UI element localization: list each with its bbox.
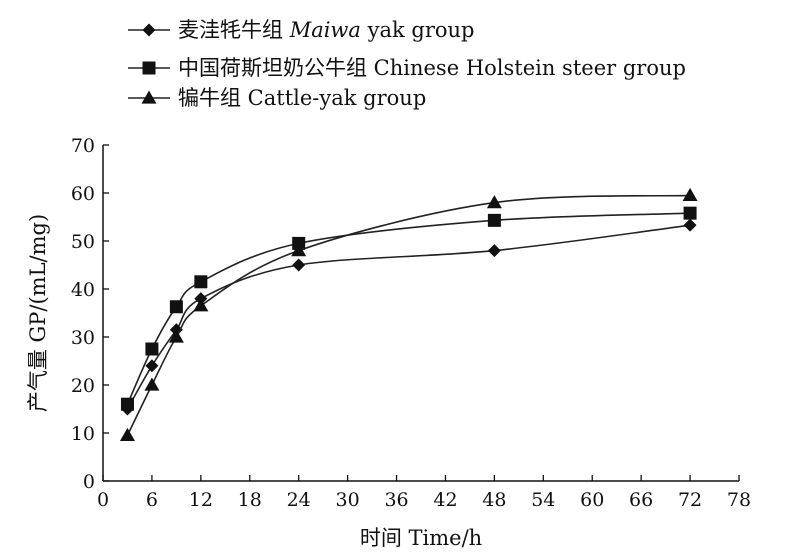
axes: 0 6 12 18 24 30 36 42 48 54 60 66 72 78 0 10 20 30 40 50 60…	[71, 135, 751, 511]
data-point-diamond	[292, 258, 306, 272]
data-point-diamond	[145, 359, 159, 373]
y-tick-label: 20	[71, 375, 95, 397]
x-tick-label: 78	[727, 489, 751, 511]
legend-label: 犏牛组 Cattle-yak group	[178, 86, 426, 110]
x-tick-label: 0	[97, 489, 109, 511]
x-tick-label: 6	[146, 489, 158, 511]
data-point-square	[487, 213, 501, 227]
y-tick-label: 60	[71, 183, 95, 205]
x-tick-label: 54	[531, 489, 555, 511]
series-line-triangle	[126, 194, 691, 436]
data-point-triangle	[486, 195, 502, 209]
legend-marker-triangle	[141, 90, 157, 104]
x-tick-label: 48	[482, 489, 506, 511]
x-tick-label: 42	[433, 489, 457, 511]
x-ticks: 0 6 12 18 24 30 36 42 48 54 60 66 72 78	[97, 475, 751, 511]
y-ticks: 0 10 20 30 40 50 60 70	[71, 135, 109, 493]
legend-marker-diamond	[142, 23, 156, 37]
x-tick-label: 36	[384, 489, 408, 511]
y-tick-label: 30	[71, 327, 95, 349]
legend-item-triangle: 犏牛组 Cattle-yak group	[128, 86, 426, 110]
series-square	[120, 206, 697, 411]
x-tick-label: 18	[238, 489, 262, 511]
data-point-diamond	[683, 218, 697, 232]
legend-label-text: 犏牛组 Cattle-yak group	[178, 86, 426, 110]
legend-label: 中国荷斯坦奶公牛组 Chinese Holstein steer group	[178, 56, 686, 80]
series-triangle	[119, 187, 698, 442]
legend: 麦洼牦牛组 Maiwa yak group 中国荷斯坦奶公牛组 Chinese H…	[128, 18, 686, 110]
legend-marker-square	[142, 61, 156, 75]
data-point-square	[683, 206, 697, 220]
x-tick-label: 60	[580, 489, 604, 511]
series-diamond	[120, 218, 697, 416]
x-tick-label: 24	[287, 489, 311, 511]
data-point-triangle	[119, 427, 135, 442]
data-point-square	[194, 275, 208, 289]
y-tick-label: 10	[71, 423, 95, 445]
legend-label: 麦洼牦牛组 Maiwa yak group	[178, 18, 474, 42]
series-layer	[119, 187, 698, 442]
y-tick-label: 50	[71, 231, 95, 253]
y-tick-label: 70	[71, 135, 95, 157]
data-point-triangle	[144, 377, 160, 391]
x-tick-label: 66	[629, 489, 653, 511]
x-tick-label: 30	[336, 489, 360, 511]
data-point-diamond	[487, 244, 501, 258]
x-axis-title: 时间 Time/h	[360, 526, 482, 550]
series-line-square	[126, 212, 691, 405]
data-point-square	[145, 342, 159, 356]
legend-item-square: 中国荷斯坦奶公牛组 Chinese Holstein steer group	[128, 56, 686, 80]
y-axis-title: 产气量 GP/(mL/mg)	[26, 214, 50, 412]
x-tick-label: 72	[678, 489, 702, 511]
legend-label-suffix: yak group	[361, 18, 475, 42]
legend-item-diamond: 麦洼牦牛组 Maiwa yak group	[128, 18, 474, 42]
data-point-square	[120, 397, 134, 411]
series-line-diamond	[126, 224, 691, 410]
y-tick-label: 0	[83, 471, 95, 493]
legend-label-text: 中国荷斯坦奶公牛组 Chinese Holstein steer group	[178, 56, 686, 80]
legend-label-italic: Maiwa	[289, 18, 361, 42]
legend-label-text: 麦洼牦牛组	[178, 18, 290, 42]
y-tick-label: 40	[71, 279, 95, 301]
data-point-triangle	[193, 298, 209, 312]
data-point-triangle	[682, 187, 698, 202]
data-point-triangle	[291, 243, 307, 257]
data-point-square	[169, 300, 183, 314]
x-tick-label: 12	[189, 489, 213, 511]
data-point-triangle	[168, 329, 184, 343]
